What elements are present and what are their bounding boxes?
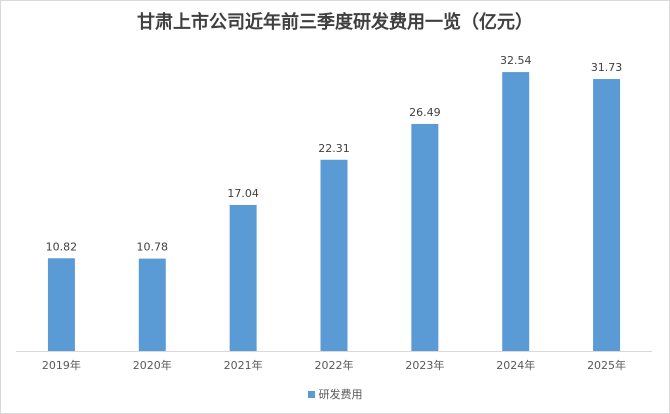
x-tick-label: 2025年 bbox=[587, 358, 626, 372]
bar bbox=[229, 204, 257, 351]
data-label: 10.82 bbox=[46, 240, 78, 253]
bar bbox=[502, 72, 530, 351]
chart-title: 甘肃上市公司近年前三季度研发费用一览（亿元） bbox=[137, 12, 533, 33]
x-tick-label: 2019年 bbox=[42, 358, 81, 372]
data-label: 31.73 bbox=[591, 61, 623, 74]
x-tick-label: 2020年 bbox=[133, 358, 172, 372]
bar bbox=[411, 123, 439, 351]
data-label: 32.54 bbox=[500, 54, 532, 67]
x-tick-label: 2021年 bbox=[224, 358, 263, 372]
data-label: 26.49 bbox=[409, 106, 441, 119]
x-tick-label: 2023年 bbox=[405, 358, 444, 372]
bar bbox=[47, 258, 75, 351]
x-tick-label: 2024年 bbox=[496, 358, 535, 372]
data-label: 17.04 bbox=[227, 187, 259, 200]
bar bbox=[138, 258, 166, 351]
data-label: 22.31 bbox=[318, 142, 350, 155]
legend: 研发费用 bbox=[0, 386, 670, 402]
data-label: 10.78 bbox=[137, 241, 169, 254]
bar bbox=[593, 79, 621, 352]
bar bbox=[320, 159, 348, 351]
x-tick-label: 2022年 bbox=[315, 358, 354, 372]
legend-swatch bbox=[307, 390, 315, 398]
legend-label: 研发费用 bbox=[318, 388, 363, 401]
